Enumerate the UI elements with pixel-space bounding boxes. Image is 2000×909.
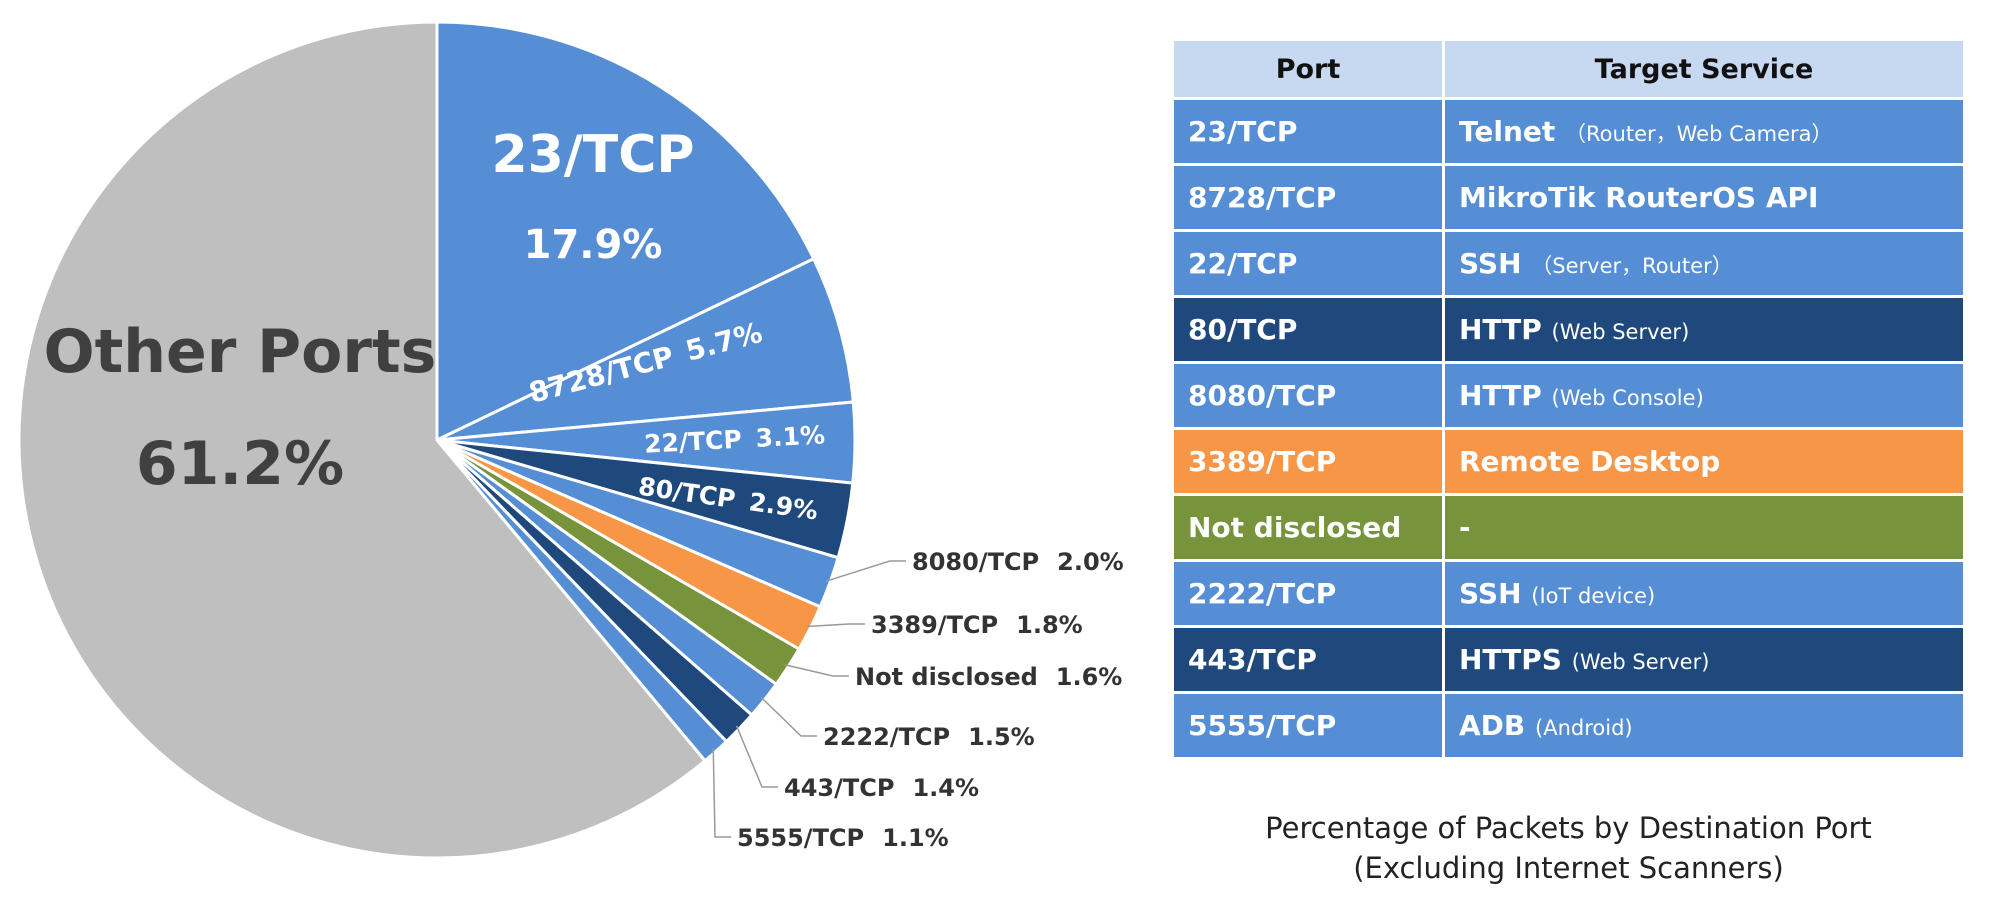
service-cell: HTTP (Web Console) — [1442, 361, 1966, 430]
slice-label: 23/TCP — [491, 125, 694, 185]
pie-slice-8728-tcp — [436, 256, 855, 442]
caption-subtitle: (Excluding Internet Scanners) — [1353, 851, 1784, 885]
service-name: Remote Desktop — [1459, 445, 1721, 478]
port-cell: 80/TCP — [1171, 295, 1445, 364]
table-row: 80/TCP HTTP (Web Server) — [1171, 295, 1966, 364]
slice-label-name: 443/TCP — [784, 774, 894, 802]
port-cell: 22/TCP — [1171, 229, 1445, 298]
service-detail: (Web Console) — [1551, 386, 1704, 410]
service-name: Telnet — [1459, 115, 1556, 148]
slice-label: 3389/TCP 1.8% — [871, 611, 1083, 639]
leader-line — [760, 696, 817, 737]
port-cell: 443/TCP — [1171, 625, 1445, 694]
table-row: 3389/TCP Remote Desktop — [1171, 427, 1966, 496]
service-name: SSH — [1459, 247, 1522, 280]
table-row: 8080/TCP HTTP (Web Console) — [1171, 361, 1966, 430]
service-detail: （Server，Router） — [1531, 254, 1733, 278]
port-cell: 8728/TCP — [1171, 163, 1445, 232]
port-cell: 5555/TCP — [1171, 691, 1445, 760]
table-row: 5555/TCP ADB (Android) — [1171, 691, 1966, 760]
service-cell: - — [1442, 493, 1966, 562]
service-cell: Remote Desktop — [1442, 427, 1966, 496]
pie-slice-other-ports — [17, 20, 708, 860]
service-name: HTTP — [1459, 313, 1542, 346]
slice-label-value: 2.0% — [1057, 548, 1124, 576]
service-cell: HTTP (Web Server) — [1442, 295, 1966, 364]
service-detail: (Web Server) — [1571, 650, 1710, 674]
service-cell: ADB (Android) — [1442, 691, 1966, 760]
slice-value: 17.9% — [524, 222, 663, 268]
slice-label-value: 1.1% — [882, 824, 949, 852]
slice-label-name: 8080/TCP — [912, 548, 1039, 576]
service-cell: SSH （Server，Router） — [1442, 229, 1966, 298]
slice-label: 2222/TCP 1.5% — [823, 723, 1035, 751]
slice-label-name: 5555/TCP — [737, 824, 864, 852]
leader-line — [712, 748, 731, 838]
slice-label-value: 1.8% — [1016, 611, 1083, 639]
chart-caption: Percentage of Packets by Destination Por… — [1171, 808, 1966, 888]
leader-line — [784, 663, 849, 677]
leader-line — [825, 560, 906, 582]
service-detail: (Android) — [1535, 716, 1633, 740]
port-cell: 2222/TCP — [1171, 559, 1445, 628]
service-name: MikroTik RouterOS API — [1459, 181, 1819, 214]
service-cell: MikroTik RouterOS API — [1442, 163, 1966, 232]
slice-label: 443/TCP 1.4% — [784, 774, 979, 802]
slice-label: Other Ports — [44, 317, 437, 387]
service-detail: （Router，Web Camera） — [1565, 122, 1833, 146]
service-cell: HTTPS (Web Server) — [1442, 625, 1966, 694]
header-port: Port — [1171, 38, 1445, 100]
slice-label-name: 2222/TCP — [823, 723, 950, 751]
table-row: 23/TCP Telnet （Router，Web Camera） — [1171, 97, 1966, 166]
table-row: 2222/TCP SSH (IoT device) — [1171, 559, 1966, 628]
port-service-table: Port Target Service 23/TCP Telnet （Route… — [1171, 38, 1966, 760]
slice-label-value: 1.4% — [912, 774, 979, 802]
service-detail: (Web Server) — [1551, 320, 1690, 344]
port-cell: Not disclosed — [1171, 493, 1445, 562]
service-name: HTTP — [1459, 379, 1542, 412]
table-header-row: Port Target Service — [1171, 38, 1966, 100]
port-cell: 3389/TCP — [1171, 427, 1445, 496]
leader-line — [806, 623, 865, 628]
table-row: 22/TCP SSH （Server，Router） — [1171, 229, 1966, 298]
slice-label-name: 22/TCP — [643, 425, 742, 459]
slice-label-name: Not disclosed — [855, 663, 1038, 691]
slice-label-value: 1.5% — [968, 723, 1035, 751]
header-target-service: Target Service — [1442, 38, 1966, 100]
slice-label: Not disclosed 1.6% — [855, 663, 1122, 691]
caption-title: Percentage of Packets by Destination Por… — [1265, 811, 1872, 845]
table-row: 443/TCP HTTPS (Web Server) — [1171, 625, 1966, 694]
service-detail: (IoT device) — [1531, 584, 1656, 608]
service-name: - — [1459, 511, 1471, 544]
slice-label: 5555/TCP 1.1% — [737, 824, 949, 852]
service-cell: Telnet （Router，Web Camera） — [1442, 97, 1966, 166]
slice-label-value: 1.6% — [1056, 663, 1123, 691]
port-cell: 23/TCP — [1171, 97, 1445, 166]
service-name: ADB — [1459, 709, 1526, 742]
port-cell: 8080/TCP — [1171, 361, 1445, 430]
slice-label-name: 3389/TCP — [871, 611, 998, 639]
slice-label-value: 3.1% — [755, 420, 826, 453]
leader-line — [735, 725, 778, 788]
slice-label: 22/TCP 3.1% — [643, 420, 825, 458]
service-name: HTTPS — [1459, 643, 1562, 676]
pie-slice-23-tcp — [435, 20, 816, 443]
service-cell: SSH (IoT device) — [1442, 559, 1966, 628]
slice-value: 61.2% — [136, 429, 344, 499]
service-name: SSH — [1459, 577, 1522, 610]
slice-label: 8080/TCP 2.0% — [912, 548, 1124, 576]
table-row: Not disclosed - — [1171, 493, 1966, 562]
table-row: 8728/TCP MikroTik RouterOS API — [1171, 163, 1966, 232]
